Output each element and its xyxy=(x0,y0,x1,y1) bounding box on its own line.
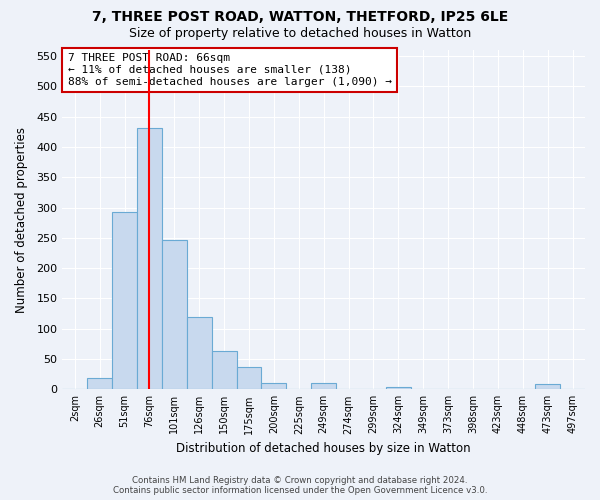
Bar xyxy=(311,383,336,390)
Bar xyxy=(212,351,236,390)
X-axis label: Distribution of detached houses by size in Watton: Distribution of detached houses by size … xyxy=(176,442,471,455)
Bar xyxy=(187,316,212,390)
Text: Contains HM Land Registry data © Crown copyright and database right 2024.
Contai: Contains HM Land Registry data © Crown c… xyxy=(113,476,487,495)
Bar xyxy=(236,368,262,390)
Text: Size of property relative to detached houses in Watton: Size of property relative to detached ho… xyxy=(129,28,471,40)
Y-axis label: Number of detached properties: Number of detached properties xyxy=(15,126,28,312)
Text: 7 THREE POST ROAD: 66sqm
← 11% of detached houses are smaller (138)
88% of semi-: 7 THREE POST ROAD: 66sqm ← 11% of detach… xyxy=(68,54,392,86)
Bar xyxy=(87,378,112,390)
Bar xyxy=(262,383,286,390)
Bar xyxy=(162,240,187,390)
Text: 7, THREE POST ROAD, WATTON, THETFORD, IP25 6LE: 7, THREE POST ROAD, WATTON, THETFORD, IP… xyxy=(92,10,508,24)
Bar xyxy=(535,384,560,390)
Bar xyxy=(112,212,137,390)
Bar xyxy=(386,388,411,390)
Bar xyxy=(137,128,162,390)
